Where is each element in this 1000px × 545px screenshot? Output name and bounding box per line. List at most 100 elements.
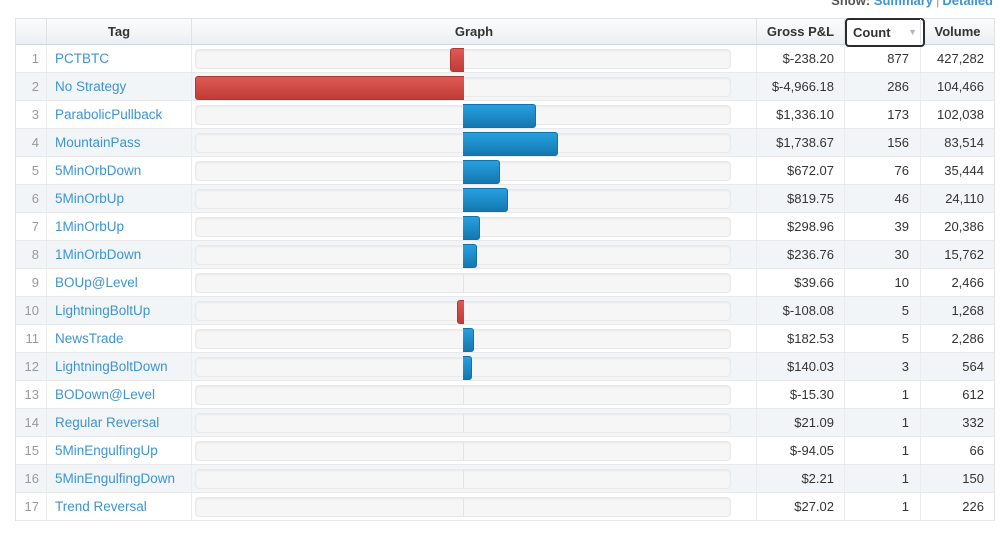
table-row: 6 5MinOrbUp $819.75 46 24,110 [16, 185, 994, 213]
count-sort-label: Count [853, 25, 891, 40]
bar-track [195, 496, 731, 517]
header-tag[interactable]: Tag [46, 19, 191, 44]
header-graph: Graph [191, 19, 756, 44]
row-number: 4 [31, 135, 39, 150]
count-sort-control[interactable]: Count ▼ [845, 18, 925, 47]
row-number: 11 [25, 331, 40, 346]
tag-link[interactable]: NewsTrade [55, 331, 124, 346]
tag-link[interactable]: ParabolicPullback [55, 107, 163, 122]
gross-pnl-value: $-94.05 [756, 437, 844, 464]
table-row: 13 BODown@Level $-15.30 1 612 [16, 381, 994, 409]
tag-link[interactable]: 5MinEngulfingDown [55, 471, 176, 486]
view-toggle: Show: Summary | Detailed [831, 0, 993, 8]
volume-value: 427,282 [920, 45, 994, 72]
tag-link[interactable]: 1MinOrbDown [55, 247, 142, 262]
row-number: 15 [24, 443, 39, 458]
table-row: 8 1MinOrbDown $236.76 30 15,762 [16, 241, 994, 269]
zero-line [463, 441, 464, 460]
table-row: 12 LightningBoltDown $140.03 3 564 [16, 353, 994, 381]
gross-pnl-value: $298.96 [756, 213, 844, 240]
graph-cell [191, 101, 756, 128]
tag-link[interactable]: No Strategy [55, 79, 127, 94]
bar-track [195, 412, 731, 433]
tag-link[interactable]: 5MinEngulfingUp [55, 443, 158, 458]
volume-value: 102,038 [920, 101, 994, 128]
graph-cell [191, 241, 756, 268]
row-number: 3 [31, 107, 39, 122]
volume-value: 150 [920, 465, 994, 492]
graph-cell [191, 269, 756, 296]
gross-pnl-value: $182.53 [756, 325, 844, 352]
tag-link[interactable]: MountainPass [55, 135, 141, 150]
tag-link[interactable]: 1MinOrbUp [55, 219, 125, 234]
gross-pnl-value: $27.02 [756, 493, 844, 520]
zero-line [463, 273, 464, 292]
pnl-bar-positive [463, 103, 537, 128]
pnl-bar-positive [463, 159, 501, 184]
gross-pnl-value: $1,738.67 [756, 129, 844, 156]
sort-desc-icon: ▼ [908, 27, 917, 37]
table-row: 1 PCTBTC $-238.20 877 427,282 [16, 45, 994, 73]
tag-link[interactable]: LightningBoltUp [55, 303, 151, 318]
graph-cell [191, 45, 756, 72]
header-gross-pnl[interactable]: Gross P&L [756, 19, 844, 44]
table-row: 15 5MinEngulfingUp $-94.05 1 66 [16, 437, 994, 465]
gross-pnl-value: $672.07 [756, 157, 844, 184]
row-number: 10 [24, 303, 39, 318]
tag-link[interactable]: LightningBoltDown [55, 359, 168, 374]
volume-value: 35,444 [920, 157, 994, 184]
count-value: 46 [844, 185, 920, 212]
row-number: 14 [24, 415, 39, 430]
bar-track [195, 159, 731, 184]
pnl-bar-positive [463, 327, 474, 352]
volume-value: 332 [920, 409, 994, 436]
count-value: 286 [844, 73, 920, 100]
table-row: 14 Regular Reversal $21.09 1 332 [16, 409, 994, 437]
row-number: 12 [24, 359, 39, 374]
count-value: 877 [844, 45, 920, 72]
tag-link[interactable]: 5MinOrbUp [55, 191, 125, 206]
tag-link[interactable]: Regular Reversal [55, 415, 160, 430]
count-value: 173 [844, 101, 920, 128]
tag-link[interactable]: BOUp@Level [55, 275, 138, 290]
tag-link[interactable]: Trend Reversal [55, 499, 147, 514]
count-value: 1 [844, 493, 920, 520]
zero-line [463, 413, 464, 432]
count-value: 39 [844, 213, 920, 240]
table-row: 16 5MinEngulfingDown $2.21 1 150 [16, 465, 994, 493]
count-value: 5 [844, 297, 920, 324]
volume-value: 15,762 [920, 241, 994, 268]
volume-value: 104,466 [920, 73, 994, 100]
count-value: 1 [844, 381, 920, 408]
pnl-bar-negative [457, 299, 464, 324]
count-value: 1 [844, 465, 920, 492]
bar-track [195, 468, 731, 489]
row-number: 2 [31, 79, 39, 94]
graph-cell [191, 73, 756, 100]
graph-cell [191, 353, 756, 380]
summary-link[interactable]: Summary [873, 0, 934, 8]
pnl-bar-positive [463, 243, 477, 268]
count-value: 1 [844, 437, 920, 464]
row-number: 13 [24, 387, 39, 402]
tag-link[interactable]: 5MinOrbDown [55, 163, 142, 178]
detailed-link[interactable]: Detailed [942, 0, 993, 8]
table-row: 2 No Strategy $-4,966.18 286 104,466 [16, 73, 994, 101]
pnl-bar-positive [463, 355, 472, 380]
bar-track [195, 384, 731, 405]
volume-value: 66 [920, 437, 994, 464]
count-value: 30 [844, 241, 920, 268]
gross-pnl-value: $-15.30 [756, 381, 844, 408]
tag-link[interactable]: BODown@Level [55, 387, 155, 402]
bar-track [195, 47, 731, 72]
tag-link[interactable]: PCTBTC [55, 51, 109, 66]
header-volume[interactable]: Volume [920, 19, 994, 44]
table-header-row: Tag Graph Gross P&L Count ▼ Volume [16, 18, 994, 47]
gross-pnl-value: $2.21 [756, 465, 844, 492]
gross-pnl-value: $39.66 [756, 269, 844, 296]
graph-cell [191, 437, 756, 464]
graph-cell [191, 493, 756, 520]
graph-cell [191, 409, 756, 436]
row-number: 9 [31, 275, 39, 290]
graph-cell [191, 465, 756, 492]
